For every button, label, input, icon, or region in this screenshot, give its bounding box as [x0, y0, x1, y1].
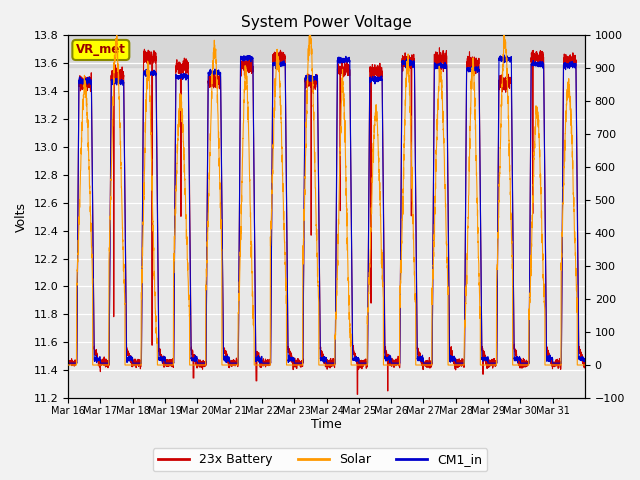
Text: VR_met: VR_met — [76, 44, 126, 57]
Y-axis label: Volts: Volts — [15, 202, 28, 232]
Title: System Power Voltage: System Power Voltage — [241, 15, 412, 30]
Bar — [68, 33, 585, 67]
Legend: 23x Battery, Solar, CM1_in: 23x Battery, Solar, CM1_in — [153, 448, 487, 471]
X-axis label: Time: Time — [311, 419, 342, 432]
